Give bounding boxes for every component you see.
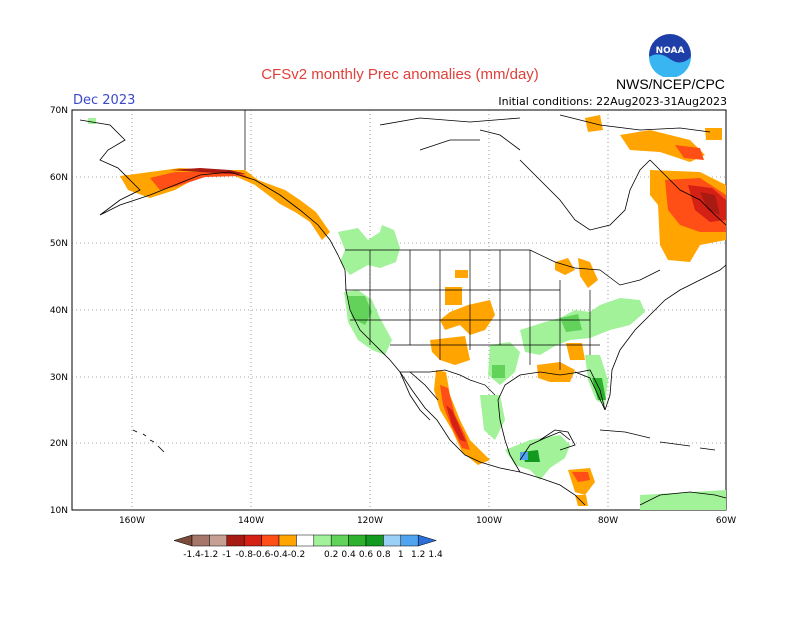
- legend-swatch: [365, 534, 384, 547]
- legend-swatch: [296, 534, 315, 547]
- legend-swatch: [383, 534, 402, 547]
- legend-swatch: [243, 534, 262, 547]
- svg-text:120W: 120W: [357, 516, 383, 526]
- svg-text:50N: 50N: [50, 239, 68, 249]
- legend-tick-label: -0.4: [270, 550, 288, 560]
- legend-tick-label: -1.4: [183, 550, 201, 560]
- svg-text:70N: 70N: [50, 106, 68, 116]
- noaa-logo-icon: NOAA: [649, 34, 691, 77]
- legend-arrow-right: [417, 534, 438, 547]
- longitude-labels: 160W 140W 120W 100W 80W 60W: [119, 516, 736, 526]
- agency-label: NWS/NCEP/CPC: [616, 76, 725, 92]
- legend-tick-label: -0.6: [253, 550, 271, 560]
- legend-swatch: [278, 534, 297, 547]
- svg-text:20N: 20N: [50, 439, 68, 449]
- legend-tick-label: 1.2: [411, 550, 425, 560]
- svg-text:160W: 160W: [119, 516, 145, 526]
- color-legend: -1.4 -1.2 -1 -0.8 -0.6 -0.4 -0.2 0.2 0.4 0.6 0.8 1 1…: [173, 534, 443, 560]
- legend-tick-label: -1: [222, 550, 231, 560]
- legend-tick-label: 0.2: [324, 550, 338, 560]
- legend-swatch: [400, 534, 419, 547]
- map-title: CFSv2 monthly Prec anomalies (mm/day): [261, 66, 539, 83]
- legend-tick-label: -1.2: [201, 550, 219, 560]
- legend-swatch: [348, 534, 367, 547]
- svg-text:100W: 100W: [476, 516, 502, 526]
- svg-text:30N: 30N: [50, 373, 68, 383]
- svg-text:60N: 60N: [50, 173, 68, 183]
- legend-tick-label: -0.2: [288, 550, 306, 560]
- legend-tick-label: 1: [398, 550, 404, 560]
- initial-conditions: Initial conditions: 22Aug2023-31Aug2023: [498, 95, 727, 108]
- legend-tick-label: 0.8: [376, 550, 391, 560]
- coastlines: [79, 114, 727, 506]
- legend-swatch: [313, 534, 332, 547]
- legend-tick-label: 1.4: [428, 550, 443, 560]
- svg-text:10N: 10N: [50, 506, 68, 516]
- latitude-labels: 70N 60N 50N 40N 30N 20N 10N: [50, 106, 68, 516]
- legend-swatch: [191, 534, 210, 547]
- legend-swatch: [261, 534, 280, 547]
- legend-tick-label: 0.6: [359, 550, 374, 560]
- svg-text:NOAA: NOAA: [656, 46, 685, 56]
- svg-text:140W: 140W: [238, 516, 264, 526]
- borders: [244, 110, 661, 396]
- svg-text:80W: 80W: [598, 516, 618, 526]
- forecast-month: Dec 2023: [73, 93, 136, 108]
- legend-swatch: [330, 534, 349, 547]
- legend-swatch: [226, 534, 245, 547]
- legend-arrow-left: [173, 534, 193, 547]
- legend-tick-label: -0.8: [235, 550, 253, 560]
- svg-text:40N: 40N: [50, 306, 68, 316]
- legend-swatch: [209, 534, 228, 547]
- legend-tick-label: 0.4: [341, 550, 356, 560]
- svg-text:60W: 60W: [716, 516, 736, 526]
